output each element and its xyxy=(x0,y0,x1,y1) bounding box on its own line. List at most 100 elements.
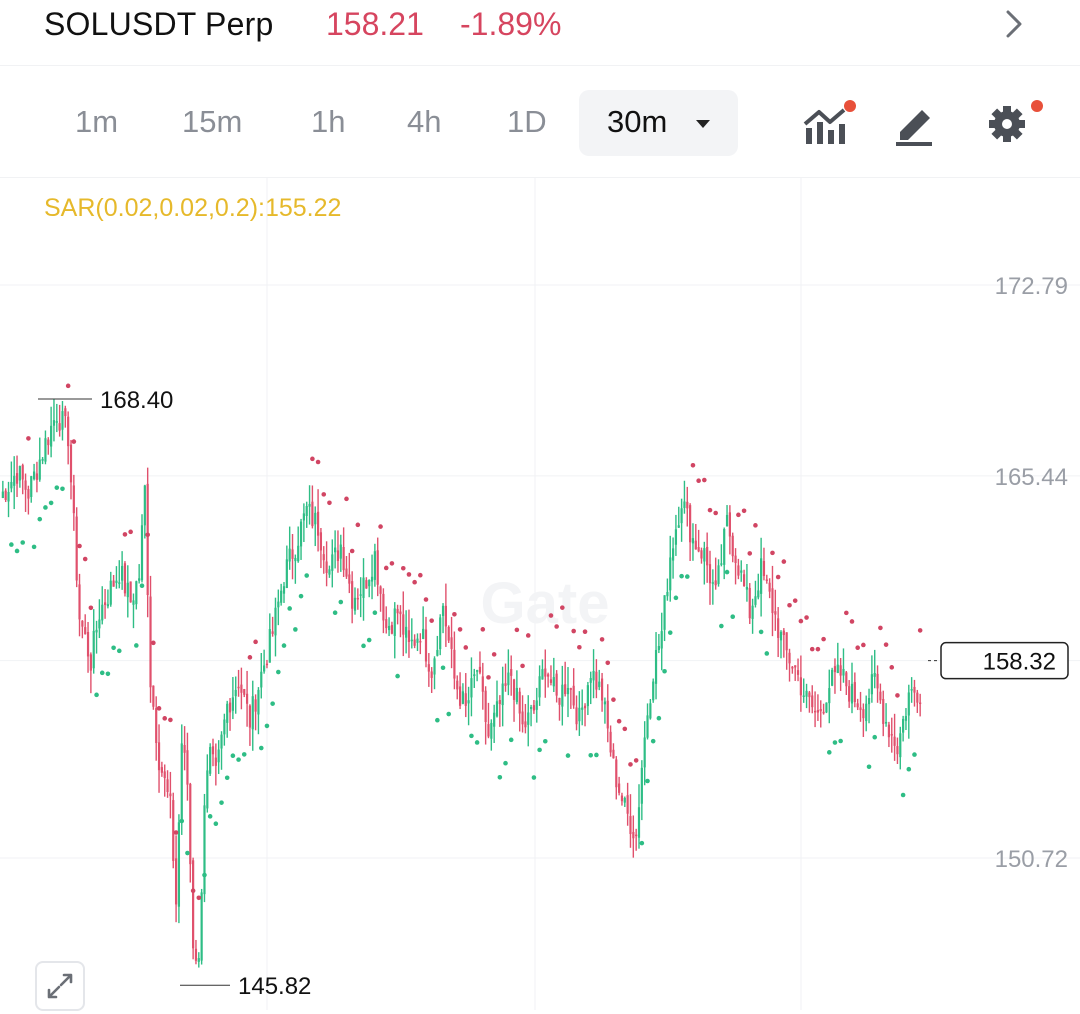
sar-dot xyxy=(690,462,696,468)
candle-body xyxy=(183,745,186,753)
candle-body xyxy=(339,544,342,559)
candle-body xyxy=(109,580,112,605)
sar-dot xyxy=(855,645,860,650)
candle-body xyxy=(887,724,891,738)
candle-body xyxy=(529,707,533,709)
candle-body xyxy=(760,558,763,594)
candle-body xyxy=(86,631,90,657)
sar-dot xyxy=(463,645,469,650)
candles xyxy=(1,399,922,968)
candle-body xyxy=(649,703,652,719)
sar-dot xyxy=(321,492,327,497)
candle-body xyxy=(7,491,10,502)
sar-dot xyxy=(435,717,440,723)
candle-body xyxy=(620,795,624,802)
y-axis-label: 165.44 xyxy=(995,464,1068,491)
candle-body xyxy=(1,491,4,499)
tab-1d[interactable]: 1D xyxy=(507,104,547,139)
tab-15m[interactable]: 15m xyxy=(182,104,243,139)
sar-dot xyxy=(520,663,525,669)
sar-dot xyxy=(764,651,770,656)
sar-dot xyxy=(111,645,116,651)
candle-body xyxy=(353,597,357,611)
candle-body xyxy=(52,420,56,426)
sar-dot xyxy=(65,383,71,389)
candle-body xyxy=(166,779,169,793)
candle-body xyxy=(646,715,649,738)
candle-body xyxy=(532,705,536,711)
sar-dot xyxy=(389,561,395,566)
sar-dot xyxy=(707,507,713,513)
sar-dot xyxy=(815,646,821,652)
sar-dot xyxy=(582,629,588,634)
candle-body xyxy=(118,582,121,584)
candle-body xyxy=(813,710,817,713)
tab-30m-dropdown[interactable]: 30m xyxy=(579,90,738,156)
tab-1m[interactable]: 1m xyxy=(75,104,119,139)
settings-button[interactable] xyxy=(983,100,1043,148)
candle-body xyxy=(194,948,198,961)
sar-dot xyxy=(332,610,338,615)
candle-body xyxy=(808,692,811,698)
pair-name[interactable]: SOLUSDT Perp xyxy=(44,6,274,42)
candle-body xyxy=(694,540,697,550)
candle-body xyxy=(328,569,331,575)
sar-dot xyxy=(344,496,349,502)
settings-badge-dot xyxy=(1031,100,1043,112)
sar-dot xyxy=(724,569,730,575)
sar-dot xyxy=(861,642,866,648)
candle-body xyxy=(762,561,766,577)
sar-dot xyxy=(270,701,275,706)
candle-body xyxy=(510,669,513,676)
sar-dot xyxy=(219,800,224,805)
candle-body xyxy=(189,783,192,865)
timeframe-toolbar: 1m 15m 1h 4h 1D 30m xyxy=(0,66,1080,178)
last-price: 158.21 xyxy=(326,6,424,42)
sar-dot xyxy=(26,436,31,441)
candle-body xyxy=(365,580,368,589)
sar-indicator-label: SAR(0.02,0.02,0.2):155.22 xyxy=(44,194,342,222)
candle-body xyxy=(538,676,541,698)
candle-body xyxy=(785,632,788,651)
candle-body xyxy=(64,408,67,417)
draw-button[interactable] xyxy=(892,100,940,148)
candle-body xyxy=(316,511,320,536)
candle-body xyxy=(98,619,101,629)
indicators-button[interactable] xyxy=(802,100,856,148)
tab-4h[interactable]: 4h xyxy=(407,104,442,139)
tab-1h[interactable]: 1h xyxy=(311,104,346,139)
candle-body xyxy=(35,473,39,480)
sar-dot xyxy=(605,660,611,666)
sar-dot xyxy=(594,752,599,758)
sar-dot xyxy=(122,532,128,537)
sar-dot xyxy=(134,643,139,648)
candle-body xyxy=(280,590,283,603)
sar-dot xyxy=(480,627,486,632)
candle-body xyxy=(379,586,382,594)
sar-dot xyxy=(662,668,667,674)
chevron-right-icon[interactable] xyxy=(996,6,1032,42)
candle-body xyxy=(723,529,726,565)
candle-body xyxy=(177,822,181,907)
high-low-markers: 168.40 145.82 xyxy=(38,387,311,1000)
sar-dot xyxy=(753,523,758,528)
fullscreen-button[interactable] xyxy=(35,961,85,1011)
candle-body xyxy=(385,619,388,629)
candle-body xyxy=(44,438,47,462)
candle-body xyxy=(265,663,269,666)
sar-dot xyxy=(378,524,383,529)
candle-body xyxy=(268,629,271,663)
candle-body xyxy=(248,705,252,728)
candle-body xyxy=(237,686,240,689)
sar-dot xyxy=(702,477,707,483)
candle-body xyxy=(873,672,876,677)
candle-body xyxy=(203,805,206,895)
candlestick-chart[interactable]: Gate 172.79 165.44 150.72 158.32 168.40 145.… xyxy=(0,178,1080,1010)
candle-body xyxy=(748,587,751,619)
sar-dot xyxy=(611,697,616,702)
candle-body xyxy=(586,685,589,707)
candle-body xyxy=(106,604,110,607)
sar-dot xyxy=(758,629,764,635)
candle-body xyxy=(30,476,33,497)
sar-dot xyxy=(673,595,679,601)
